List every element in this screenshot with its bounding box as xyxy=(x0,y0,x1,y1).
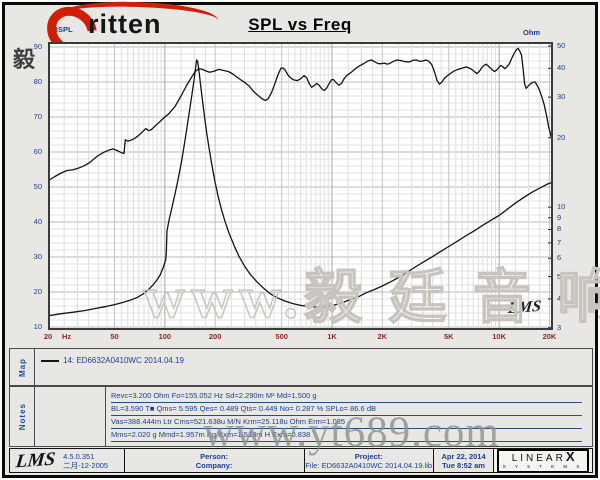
y-right-axis-title: Ohm xyxy=(523,28,541,37)
x-axis-unit-label: Hz xyxy=(62,332,72,341)
page-title: SPL vs Freq xyxy=(248,15,352,34)
notes-line-2: BL=3.590 T■ Qms= 5.595 Qes= 0.489 Qts= 0… xyxy=(111,403,582,416)
footer-person-cell: Person: Company: xyxy=(125,449,305,472)
y-left-tick-90: 90 xyxy=(33,42,42,51)
linearx-x: X xyxy=(565,449,575,464)
footer-version-block: 4.5.0.351 二月-12-2005 xyxy=(63,452,108,470)
y-left-tick-40: 40 xyxy=(33,217,42,226)
notes-panel: Notes Revc=3.200 Ohm Fo=155.052 Hz Sd=2.… xyxy=(9,386,593,447)
linearx-systems-text: S Y S T E M S xyxy=(502,463,584,469)
y-left-tick-20: 20 xyxy=(33,287,42,296)
x-tick-20: 20 xyxy=(43,332,53,341)
chart-plot-area xyxy=(47,42,553,330)
footer-version: 4.5.0.351 xyxy=(63,451,95,461)
y-right-tick-10: 10 xyxy=(557,202,566,212)
y-right-tick-40: 40 xyxy=(557,63,566,73)
website-watermark: www.yt689.com xyxy=(203,409,500,456)
linearx-logo-top: LINEARX xyxy=(503,449,584,464)
notes-panel-label-text: Notes xyxy=(17,402,27,431)
series-curve-impedance xyxy=(47,59,553,317)
map-panel-label: Map xyxy=(10,349,35,385)
x-tick-200: 200 xyxy=(208,332,222,341)
notes-line-3: Vas=388.444m Ltr Cms=521.638u M/N Krm=25… xyxy=(111,416,582,429)
x-tick-500: 500 xyxy=(275,332,288,341)
y-left-axis-title: dBSPL xyxy=(48,25,73,34)
y-right-tick-8: 8 xyxy=(557,224,562,234)
y-right-tick-4: 4 xyxy=(557,293,562,303)
footer-time: Tue 8:52 am xyxy=(442,460,485,470)
notes-spacer-cell xyxy=(35,387,106,446)
map-panel-label-text: Map xyxy=(17,357,27,377)
y-right-tick-6: 6 xyxy=(557,253,562,263)
y-right-tick-20: 20 xyxy=(557,132,566,142)
y-right-tick-9: 9 xyxy=(557,212,562,222)
y-left-tick-60: 60 xyxy=(33,147,42,156)
spl-impedance-chart xyxy=(47,42,553,330)
footer-date: Apr 22, 2014 xyxy=(441,451,486,461)
notes-line-4: Mms=2.020 g Mmd=1.957m Kg Kxm=1.513m H E… xyxy=(111,429,582,442)
y-left-tick-80: 80 xyxy=(33,77,42,86)
notes-line-1: Revc=3.200 Ohm Fo=155.052 Hz Sd=2.290m M… xyxy=(111,390,582,403)
y-right-tick-50: 50 xyxy=(557,41,566,50)
footer-version-date: 二月-12-2005 xyxy=(63,460,109,470)
eritten-logo: ritten xyxy=(37,0,236,66)
file-line: File: ED6632A0410WC 2014.04.19.lib xyxy=(305,460,433,470)
x-tick-100: 100 xyxy=(158,332,172,341)
project-label: Project: xyxy=(354,451,383,461)
notes-content: Revc=3.200 Ohm Fo=155.052 Hz Sd=2.290m M… xyxy=(106,387,592,446)
center-watermark: www.毅 廷 音 响 xyxy=(142,264,600,331)
footer-bar: LMS 4.5.0.351 二月-12-2005 Person: Company… xyxy=(9,448,593,473)
logo-brand-text: ritten xyxy=(88,9,162,39)
plot-border xyxy=(48,42,553,330)
footer-project-cell: Project: File: ED6632A0410WC 2014.04.19.… xyxy=(305,449,434,472)
footer-lms-cell: LMS 4.5.0.351 二月-12-2005 xyxy=(10,449,125,472)
x-tick-1K: 1K xyxy=(327,332,337,341)
y-left-tick-70: 70 xyxy=(33,112,42,121)
linearx-logo: LINEARX S Y S T E M S xyxy=(496,449,590,472)
x-tick-20K: 20K xyxy=(542,332,557,341)
map-panel: Map 14: ED6632A0410WC 2014.04.19 xyxy=(9,348,593,386)
series-curve-spl xyxy=(47,47,552,182)
y-right-tick-3: 3 xyxy=(557,322,562,332)
company-label: Company: xyxy=(195,460,233,470)
legend-line-swatch xyxy=(41,359,59,362)
x-tick-5K: 5K xyxy=(444,332,454,341)
legend-label: 14: ED6632A0410WC 2014.04.19 xyxy=(63,356,184,365)
y-right-tick-30: 30 xyxy=(557,92,566,102)
x-tick-50: 50 xyxy=(110,332,119,341)
footer-linearx-cell: LINEARX S Y S T E M S xyxy=(494,449,592,472)
x-tick-10K: 10K xyxy=(492,332,507,341)
y-left-tick-10: 10 xyxy=(33,322,42,331)
y-right-tick-7: 7 xyxy=(557,237,562,247)
legend-area: 14: ED6632A0410WC 2014.04.19 xyxy=(35,349,184,385)
footer-date-cell: Apr 22, 2014 Tue 8:52 am xyxy=(434,449,495,472)
x-tick-2K: 2K xyxy=(377,332,388,341)
linearx-name: LINEAR xyxy=(511,452,566,464)
lms-footer-logo: LMS xyxy=(14,449,57,472)
notes-panel-label: Notes xyxy=(10,387,35,446)
y-left-tick-30: 30 xyxy=(33,252,42,261)
y-left-tick-50: 50 xyxy=(33,182,42,191)
legend-item: 14: ED6632A0410WC 2014.04.19 xyxy=(41,356,184,365)
person-label: Person: xyxy=(200,451,229,461)
y-right-tick-5: 5 xyxy=(557,271,562,281)
